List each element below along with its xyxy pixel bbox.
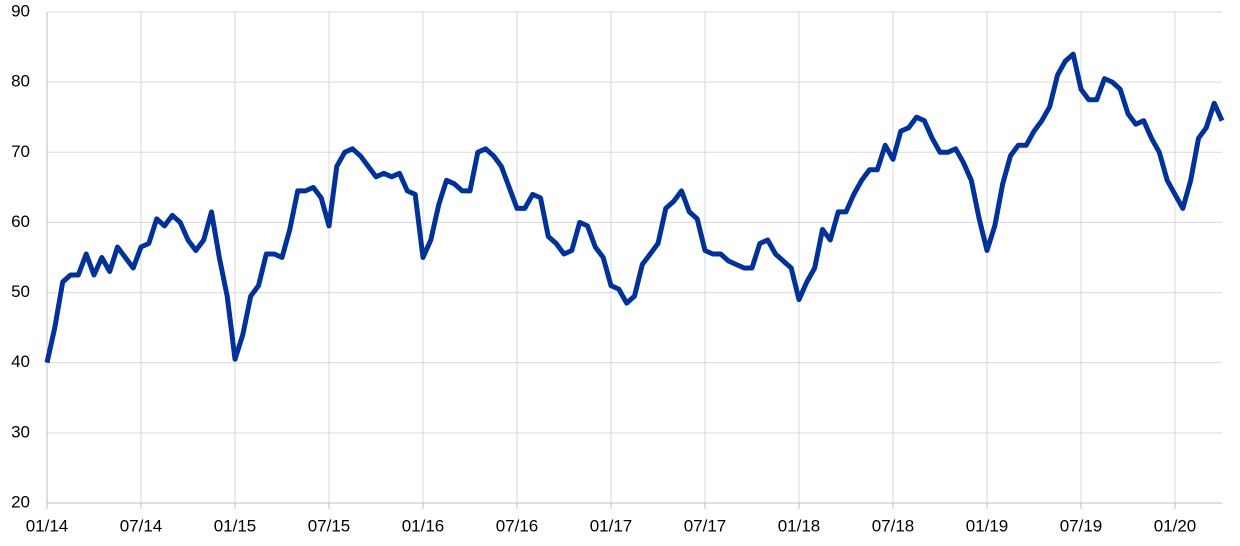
x-tick-label: 01/14	[26, 516, 69, 535]
y-tick-label: 80	[11, 72, 30, 91]
x-tick-label: 07/16	[496, 516, 539, 535]
y-tick-label: 90	[11, 1, 30, 20]
x-tick-label: 01/18	[778, 516, 821, 535]
x-tick-label: 01/16	[402, 516, 445, 535]
x-tick-label: 07/15	[308, 516, 351, 535]
x-tick-label: 01/17	[590, 516, 633, 535]
y-tick-label: 30	[11, 422, 30, 441]
y-tick-label: 60	[11, 212, 30, 231]
x-tick-label: 01/19	[966, 516, 1009, 535]
x-tick-label: 07/14	[120, 516, 163, 535]
line-series	[44, 51, 1225, 364]
x-tick-label: 07/17	[684, 516, 727, 535]
x-tick-label: 01/20	[1154, 516, 1197, 535]
x-tick-label: 01/15	[214, 516, 257, 535]
x-tick-label: 07/18	[872, 516, 915, 535]
y-tick-label: 70	[11, 142, 30, 161]
x-tick-label: 07/19	[1060, 516, 1103, 535]
y-tick-label: 20	[11, 492, 30, 511]
y-tick-label: 50	[11, 282, 30, 301]
y-tick-label: 40	[11, 352, 30, 371]
